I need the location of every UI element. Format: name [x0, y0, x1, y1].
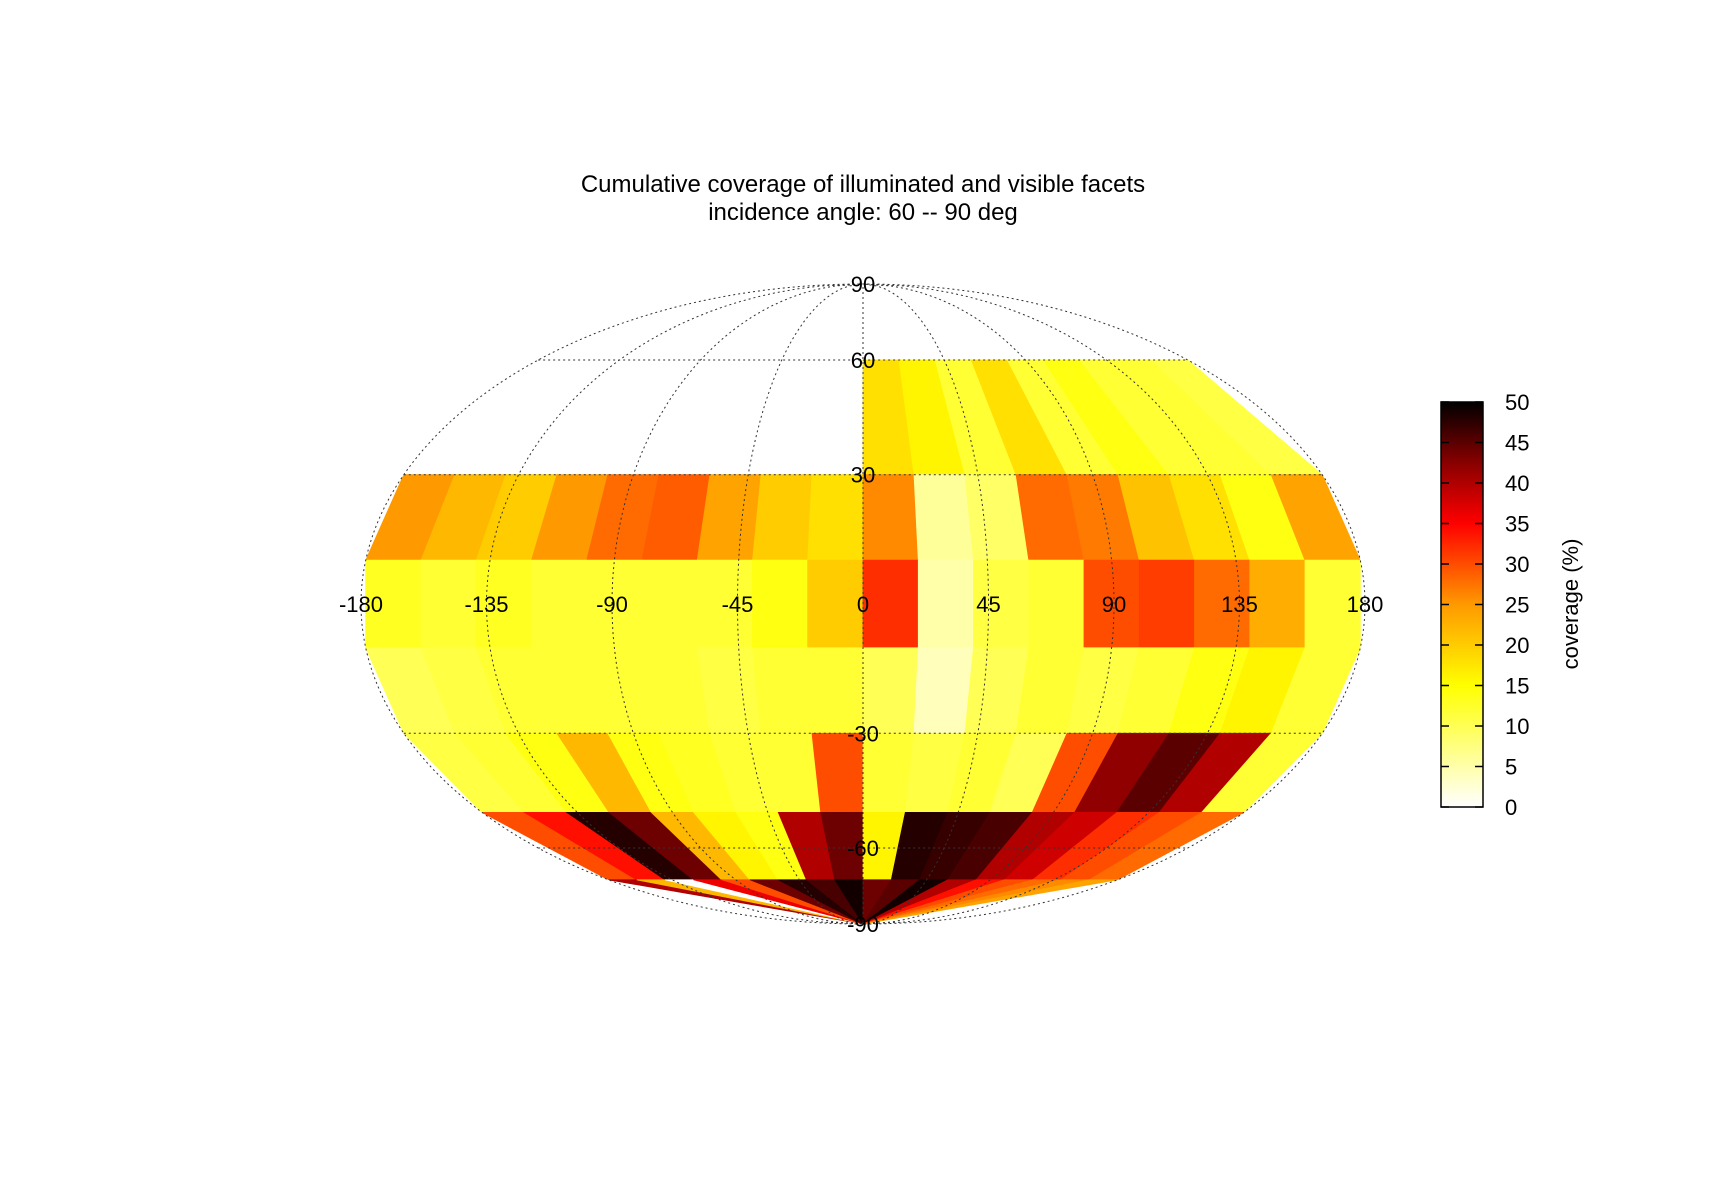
- graticule: [403, 283, 1323, 925]
- colorbar: 0 5 10 15 20 25 30 35 40 45 50 coverage (%): [1440, 390, 1583, 820]
- longitude-tick-label: -135: [464, 592, 508, 617]
- colorbar-tick-label: 15: [1505, 674, 1529, 699]
- coverage-cell: [1028, 559, 1085, 649]
- longitude-tick-label: 0: [857, 592, 869, 617]
- coverage-cell: [752, 559, 809, 649]
- longitude-tick-label: 90: [1102, 592, 1126, 617]
- colorbar-tick-label: 35: [1505, 512, 1529, 537]
- coverage-cell: [1249, 559, 1306, 649]
- coverage-cells: [365, 284, 1361, 924]
- latitude-tick-label: 30: [851, 463, 875, 488]
- colorbar-tick-label: 45: [1505, 431, 1529, 456]
- meridian-line: [611, 283, 864, 925]
- latitude-tick-label: -30: [847, 721, 879, 746]
- colorbar-tick-label: 25: [1505, 593, 1529, 618]
- latitude-tick-labels: 90 60 30 -30 -60 -90: [847, 272, 879, 937]
- latitude-tick-label: -90: [847, 912, 879, 937]
- coverage-cell: [1138, 559, 1195, 649]
- map-outline: [360, 283, 1366, 925]
- coverage-cell: [913, 474, 974, 561]
- latitude-tick-label: 60: [851, 348, 875, 373]
- meridian-line: [862, 283, 1241, 925]
- latitude-tick-label: -60: [847, 836, 879, 861]
- meridian-line: [862, 283, 1115, 925]
- coverage-cell: [531, 559, 588, 649]
- colorbar-tick-label: 10: [1505, 714, 1529, 739]
- colorbar-tick-label: 50: [1505, 390, 1529, 415]
- longitude-tick-label: 135: [1221, 592, 1258, 617]
- coverage-cell: [752, 474, 813, 561]
- chart-title: Cumulative coverage of illuminated and v…: [581, 171, 1145, 198]
- colorbar-label: coverage (%): [1558, 539, 1583, 670]
- latitude-tick-label: 90: [851, 272, 875, 297]
- chart-subtitle: incidence angle: 60 -- 90 deg: [708, 199, 1018, 226]
- coverage-cell: [862, 559, 919, 649]
- coverage-cell: [807, 559, 864, 649]
- coverage-cell: [862, 879, 1118, 924]
- longitude-tick-label: 45: [976, 592, 1000, 617]
- coverage-cell: [913, 647, 974, 734]
- colorbar-tick-label: 0: [1505, 795, 1517, 820]
- longitude-tick-labels: -180 -135 -90 -45 0 45 90 135 180: [339, 592, 1383, 617]
- colorbar-tick-label: 40: [1505, 471, 1529, 496]
- colorbar-tick-label: 20: [1505, 633, 1529, 658]
- longitude-tick-label: -180: [339, 592, 383, 617]
- longitude-tick-label: 180: [1347, 592, 1384, 617]
- coverage-cell: [752, 647, 813, 734]
- coverage-cell: [641, 559, 698, 649]
- colorbar-ticks: 0 5 10 15 20 25 30 35 40 45 50: [1441, 390, 1529, 820]
- longitude-tick-label: -45: [722, 592, 754, 617]
- coverage-cell: [917, 559, 974, 649]
- meridian-line: [737, 283, 864, 925]
- longitude-tick-label: -90: [596, 592, 628, 617]
- colorbar-tick-label: 5: [1505, 755, 1517, 780]
- colorbar-tick-label: 30: [1505, 552, 1529, 577]
